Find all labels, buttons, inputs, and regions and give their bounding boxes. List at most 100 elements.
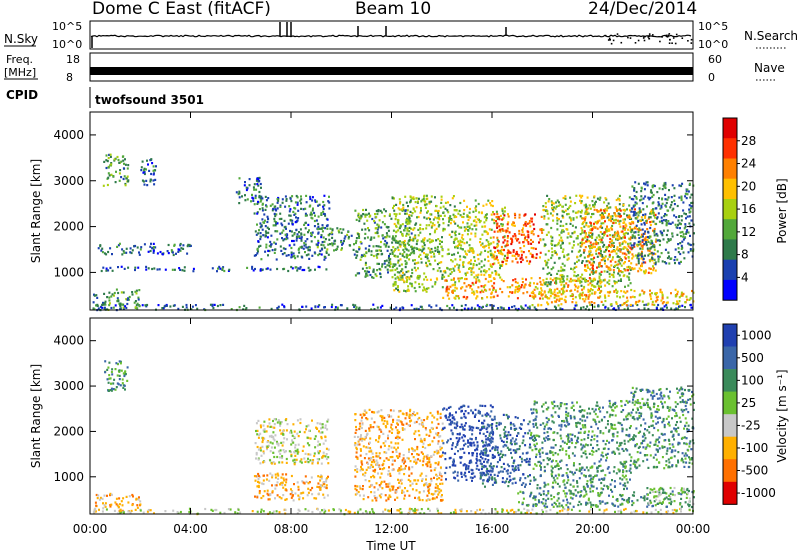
- echo-cell: [317, 482, 319, 484]
- echo-cell: [317, 226, 319, 228]
- echo-cell: [423, 242, 425, 244]
- echo-cell: [101, 307, 103, 309]
- echo-cell: [303, 457, 305, 459]
- echo-cell: [483, 246, 485, 248]
- echo-cell: [258, 434, 260, 436]
- echo-cell: [356, 219, 358, 221]
- echo-cell: [106, 369, 108, 371]
- echo-cell: [139, 305, 141, 307]
- echo-cell: [174, 244, 176, 246]
- echo-cell: [542, 229, 544, 231]
- echo-cell: [118, 159, 120, 161]
- echo-cell: [392, 197, 394, 199]
- echo-cell: [186, 304, 188, 306]
- echo-cell: [451, 219, 453, 221]
- echo-cell: [370, 239, 372, 241]
- echo-cell: [125, 252, 127, 254]
- echo-cell: [560, 270, 562, 272]
- echo-cell: [450, 222, 452, 224]
- echo-cell: [290, 443, 292, 445]
- echo-cell: [249, 178, 251, 180]
- echo-cell: [381, 253, 383, 255]
- echo-cell: [253, 186, 255, 188]
- echo-cell: [168, 252, 170, 254]
- echo-cell: [257, 201, 259, 203]
- echo-cell: [384, 509, 386, 511]
- echo-cell: [391, 428, 393, 430]
- echo-cell: [121, 253, 123, 255]
- echo-cell: [656, 191, 658, 193]
- echo-cell: [402, 459, 404, 461]
- echo-cell: [604, 210, 606, 212]
- echo-cell: [260, 187, 262, 189]
- echo-cell: [677, 220, 679, 222]
- nsky-label: N.Sky: [4, 32, 38, 46]
- echo-cell: [404, 244, 406, 246]
- echo-cell: [380, 306, 382, 308]
- echo-cell: [636, 225, 638, 227]
- echo-cell: [453, 270, 455, 272]
- echo-cell: [617, 263, 619, 265]
- echo-cell: [539, 297, 541, 299]
- echo-cell: [620, 511, 622, 513]
- echo-cell: [668, 223, 670, 225]
- echo-cell: [627, 243, 629, 245]
- echo-cell: [659, 244, 661, 246]
- colorbar-segment: [723, 280, 737, 301]
- echo-cell: [485, 245, 487, 247]
- echo-cell: [155, 165, 157, 167]
- echo-cell: [388, 262, 390, 264]
- echo-cell: [524, 239, 526, 241]
- echo-cell: [328, 196, 330, 198]
- echo-cell: [153, 250, 155, 252]
- echo-cell: [464, 250, 466, 252]
- echo-cell: [445, 208, 447, 210]
- echo-cell: [548, 200, 550, 202]
- echo-cell: [423, 419, 425, 421]
- echo-cell: [323, 204, 325, 206]
- echo-cell: [321, 234, 323, 236]
- echo-cell: [290, 455, 292, 457]
- colorbar-segment: [723, 239, 737, 260]
- nsearch-dots: [605, 33, 693, 44]
- colorbar-segment: [723, 219, 737, 240]
- echo-cell: [267, 446, 269, 448]
- echo-cell: [489, 304, 491, 306]
- echo-cell: [434, 247, 436, 249]
- echo-cell: [663, 219, 665, 221]
- echo-cell: [375, 250, 377, 252]
- echo-cell: [175, 253, 177, 255]
- echo-cell: [289, 244, 291, 246]
- echo-cell: [111, 388, 113, 390]
- echo-cell: [662, 203, 664, 205]
- echo-cell: [661, 217, 663, 219]
- echo-cell: [145, 269, 147, 271]
- echo-cell: [497, 259, 499, 261]
- echo-cell: [482, 509, 484, 511]
- echo-cell: [282, 253, 284, 255]
- echo-cell: [496, 256, 498, 258]
- echo-cell: [481, 211, 483, 213]
- echo-cell: [436, 478, 438, 480]
- echo-cell: [661, 198, 663, 200]
- echo-cell: [124, 175, 126, 177]
- echo-cell: [442, 249, 444, 251]
- echo-cell: [574, 262, 576, 264]
- echo-cell: [484, 250, 486, 252]
- echo-cell: [322, 423, 324, 425]
- echo-cell: [564, 265, 566, 267]
- echo-cell: [455, 231, 457, 233]
- echo-cell: [644, 213, 646, 215]
- echo-cell: [668, 255, 670, 257]
- echo-cell: [653, 304, 655, 306]
- echo-cell: [292, 442, 294, 444]
- echo-cell: [118, 162, 120, 164]
- echo-cell: [467, 230, 469, 232]
- echo-cell: [108, 157, 110, 159]
- echo-cell: [108, 166, 110, 168]
- echo-cell: [550, 283, 552, 285]
- echo-cell: [646, 205, 648, 207]
- echo-cell: [274, 205, 276, 207]
- echo-cell: [445, 202, 447, 204]
